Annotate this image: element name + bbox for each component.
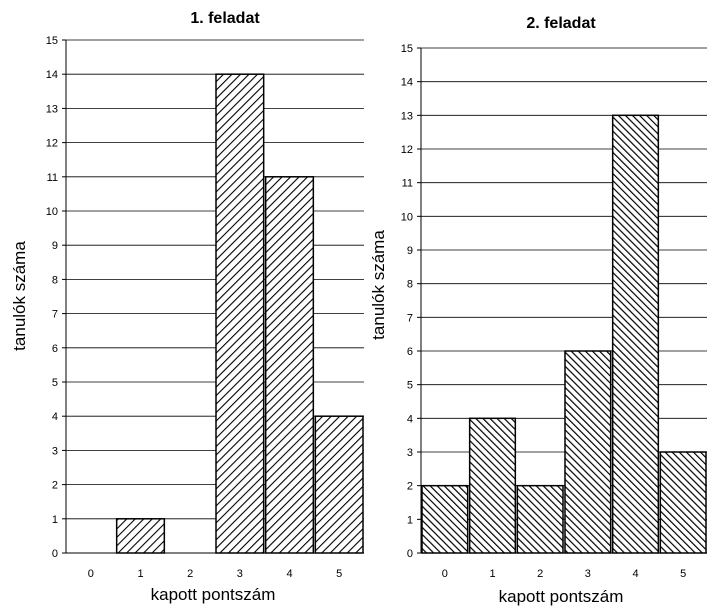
chart-1-title: 1. feladat [190, 10, 260, 27]
chart-2-ytick-label: 7 [407, 312, 413, 324]
chart-2-ytick-label: 0 [407, 548, 413, 560]
chart-2-xtick-label: 0 [442, 568, 448, 580]
chart-1-ytick-label: 7 [52, 309, 58, 321]
chart-2-ytick-label: 4 [407, 413, 413, 425]
chart-2-ytick-label: 3 [407, 447, 413, 459]
chart-2-ylabel: tanulók száma [369, 230, 388, 340]
chart-2-bar-5 [659, 451, 707, 554]
chart-2-xtick-label: 3 [585, 568, 591, 580]
chart-1-ytick-label: 6 [52, 343, 58, 355]
chart-1-xtick-label: 0 [88, 568, 94, 580]
chart-2-ytick-label: 11 [402, 178, 413, 190]
chart-1-bar-4 [264, 176, 315, 554]
chart-2-ytick-label: 2 [407, 481, 413, 493]
chart-1-ytick-label: 13 [46, 103, 58, 115]
chart-1-ytick-label: 15 [46, 35, 58, 47]
chart-2-bar-1 [468, 417, 517, 554]
chart-1-xtick-label: 3 [237, 568, 243, 580]
chart-2-bar-4 [611, 114, 660, 554]
chart-1-xtick-label: 1 [137, 568, 143, 580]
chart-1-ytick-label: 14 [46, 69, 58, 81]
chart-2-ytick-label: 8 [407, 279, 413, 291]
chart-1-xtick-label: 2 [187, 568, 193, 580]
chart-1-ytick-label: 1 [52, 514, 58, 526]
chart-1-xtick-label: 5 [336, 568, 342, 580]
chart-2-ytick-label: 6 [407, 346, 413, 358]
chart-1-ytick-label: 0 [52, 548, 58, 560]
chart-1-ytick-label: 8 [52, 274, 58, 286]
chart-2-bar-0 [421, 484, 469, 554]
chart-1-xtick-label: 4 [286, 568, 292, 580]
chart-1-xlabel: kapott pontszám [151, 585, 276, 604]
chart-2-xtick-label: 1 [489, 568, 495, 580]
chart-1-ytick-label: 3 [52, 445, 58, 457]
chart-2-ytick-label: 12 [401, 144, 413, 156]
chart-2-bar-3 [564, 350, 612, 554]
chart-2-xlabel: kapott pontszám [499, 587, 624, 606]
chart-2-ytick-label: 14 [401, 77, 413, 89]
chart-1-bar-5 [314, 415, 364, 554]
chart-2-ytick-label: 5 [407, 380, 413, 392]
chart-1-ytick-label: 4 [52, 411, 58, 423]
chart-2-ytick-label: 1 [407, 514, 413, 526]
chart-1-ytick-label: 12 [46, 138, 58, 150]
chart-1-ylabel: tanulók száma [10, 241, 29, 351]
chart-2-ytick-label: 13 [401, 110, 413, 122]
chart-1-ytick-label: 9 [52, 240, 58, 252]
chart-2-ytick-label: 15 [401, 43, 413, 55]
chart-2-bar-2 [516, 484, 564, 554]
chart-1-ytick-label: 5 [52, 377, 58, 389]
chart-2-xtick-label: 5 [680, 568, 686, 580]
chart-2-title: 2. feladat [526, 15, 596, 32]
chart-2-ytick-label: 10 [401, 211, 413, 223]
chart-1-ytick-label: 10 [46, 206, 58, 218]
chart-1-ytick-label: 2 [52, 480, 58, 492]
chart-2-xtick-label: 4 [632, 568, 638, 580]
chart-2-ytick-label: 9 [407, 245, 413, 257]
chart-1-bar-3 [215, 73, 265, 554]
chart-1-bar-1 [115, 518, 166, 554]
chart-1-ytick-label: 11 [47, 172, 58, 184]
chart-2-xtick-label: 2 [537, 568, 543, 580]
